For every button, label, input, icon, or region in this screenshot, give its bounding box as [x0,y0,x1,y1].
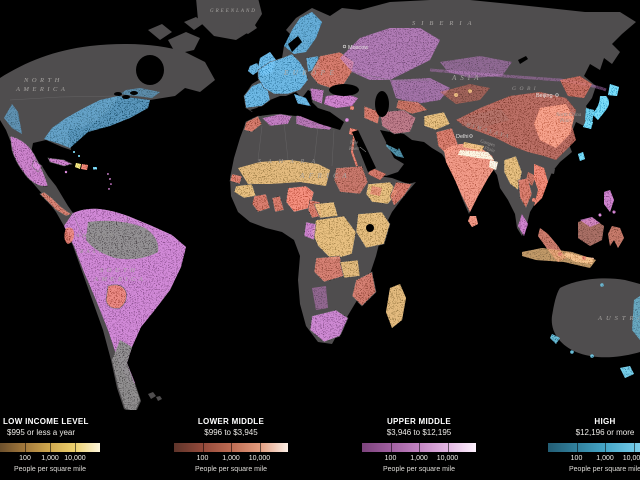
label-north-america-2: AMERICA [15,86,68,93]
tick-10000: 10,000 [64,455,86,462]
legend-high-caption: People per square mile [569,466,640,473]
tick-100: 100 [384,455,397,462]
tick-100: 100 [570,455,583,462]
label-gobi: GOBI [512,86,539,92]
tick-100: 100 [196,455,209,462]
label-siberia: SIBERIA [412,20,477,27]
label-beijing: Beijing [536,93,553,99]
delhi-marker [469,134,473,138]
label-greenland: GREENLAND [210,9,257,14]
legend-lower-middle-gradient-bar [174,443,288,452]
legend-high-range: $12,196 or more [575,428,635,437]
legend-low-income-title: LOW INCOME LEVEL [3,417,89,426]
moscow-marker [342,44,347,49]
label-ganges-plain-2: Plain [482,146,495,155]
legend-upper-middle-ticks: 100 1,000 10,000 [362,455,476,464]
world-map: GREENLAND NORTH AMERICA SOUTH AMERICA AM… [0,0,640,414]
label-europe: EUROPE [283,69,338,77]
label-sahara: SAHARA [258,159,322,165]
tick-10000: 10,000 [622,455,640,462]
label-asia: ASIA [451,74,482,82]
label-south-america-2: AMERICA [93,276,146,283]
legend-low-income-ticks: 100 1,000 10,000 [0,455,100,464]
label-australia: AUSTRALIA [597,315,640,322]
legend-high-ticks: 100 1,000 10,000 [548,455,640,464]
label-north-america-1: NORTH [23,77,63,84]
label-delhi: Delhi [456,134,469,140]
legend-lower-middle-title: LOWER MIDDLE [197,417,265,426]
label-south-america-1: SOUTH [100,267,138,274]
legend-upper-middle-title: UPPER MIDDLE [386,417,452,426]
legend-lower-middle: LOWER MIDDLE $996 to $3,945 100 1,000 10… [174,410,288,480]
legend-upper-middle-range: $3,946 to $12,195 [386,428,452,437]
legend-lower-middle-caption: People per square mile [195,466,267,473]
world-map-svg: GREENLAND NORTH AMERICA SOUTH AMERICA AM… [0,0,640,414]
legend-low-income: LOW INCOME LEVEL $995 or less a year 100… [0,410,100,480]
tick-1000: 1,000 [410,455,428,462]
legend-upper-middle-gradient-bar [362,443,476,452]
label-amazon-basin-2: BASIN [80,249,110,255]
legend-lower-middle-ticks: 100 1,000 10,000 [174,455,288,464]
label-north-china-plain-2: Plain [559,119,571,124]
legend-upper-middle-caption: People per square mile [383,466,455,473]
tick-10000: 10,000 [248,455,271,462]
legend-high-gradient-bar [548,443,640,452]
legend-high: HIGH $12,196 or more 100 1,000 10,000 Pe… [548,410,640,480]
legend-high-title: HIGH [594,417,616,426]
legend-low-income-gradient-bar [0,443,100,452]
tick-1000: 1,000 [596,455,614,462]
tick-1000: 1,000 [41,455,59,462]
label-nile-river-2: River [348,147,360,152]
tick-10000: 10,000 [436,455,459,462]
tick-100: 100 [19,455,31,462]
legend-low-income-range: $995 or less a year [7,428,76,437]
inland-seas [114,36,528,232]
legend-upper-middle: UPPER MIDDLE $3,946 to $12,195 100 1,000… [362,410,476,480]
label-moscow: Moscow [348,45,368,51]
map-legend: LOW INCOME LEVEL $995 or less a year 100… [0,410,640,480]
nile-river-pointer [359,146,367,153]
label-ganges-plain-1: Ganges [479,139,495,148]
label-nile-river-1: Nile [349,141,359,146]
beijing-marker [555,93,559,97]
label-north-china-plain-1: North China [555,113,582,118]
label-africa: AFRICA [299,172,351,180]
legend-lower-middle-range: $996 to $3,945 [204,428,258,437]
label-amazon-basin-1: AMAZON [75,233,116,239]
legend-low-income-caption: People per square mile [14,466,86,473]
country-borders [9,71,430,259]
tick-1000: 1,000 [222,455,240,462]
